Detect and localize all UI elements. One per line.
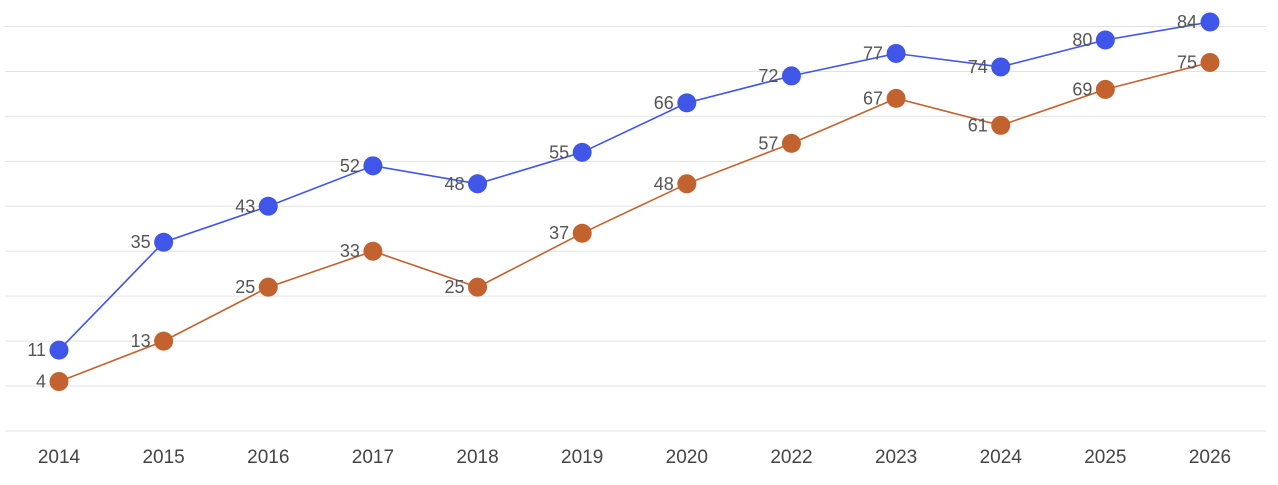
data-label: 69 [1072, 79, 1092, 99]
x-tick-label: 2024 [980, 447, 1023, 468]
x-tick-label: 2022 [770, 447, 812, 468]
data-point [154, 232, 174, 252]
data-point [258, 277, 278, 297]
data-label: 25 [445, 277, 465, 297]
data-label: 52 [340, 156, 360, 176]
data-label: 11 [27, 340, 46, 360]
data-point [363, 241, 383, 261]
x-tick-label: 2015 [142, 447, 184, 468]
grid-lines [5, 25, 1266, 432]
x-tick-label: 2020 [666, 447, 708, 468]
data-label: 74 [968, 57, 988, 77]
data-point [781, 66, 801, 86]
data-point [49, 372, 69, 392]
data-labels: 11 35 43 52 48 55 66 72 77 74 80 84 4 13 25 33 25 37 48 57 6… [27, 12, 1197, 392]
data-label: 48 [445, 174, 465, 194]
data-label: 4 [36, 372, 46, 392]
series-layer [49, 12, 1220, 392]
data-point [886, 43, 906, 63]
data-label: 75 [1177, 52, 1197, 72]
data-point [468, 174, 488, 194]
data-label: 72 [758, 66, 778, 86]
data-point [1095, 30, 1115, 50]
data-point [677, 174, 697, 194]
data-label: 61 [968, 115, 988, 135]
data-label: 37 [549, 223, 569, 243]
series-line [58, 21, 1211, 351]
data-point [363, 156, 383, 176]
data-point [1200, 12, 1220, 32]
x-tick-label: 2016 [247, 447, 289, 468]
data-label: 77 [863, 43, 883, 63]
data-label: 84 [1177, 12, 1197, 32]
data-point [781, 133, 801, 153]
data-point [572, 142, 592, 162]
data-point [468, 277, 488, 297]
data-point [677, 93, 697, 113]
x-tick-label: 2018 [456, 447, 498, 468]
data-point [991, 115, 1011, 135]
x-axis-ticks: 2014 2015 2016 2017 2018 2019 2020 2022 2023 2024… [38, 447, 1231, 468]
x-tick-label: 2025 [1084, 447, 1126, 468]
data-label: 33 [340, 241, 360, 261]
data-label: 66 [654, 93, 674, 113]
data-label: 80 [1072, 30, 1092, 50]
x-tick-label: 2023 [875, 447, 917, 468]
data-point [991, 57, 1011, 77]
x-tick-label: 2017 [352, 447, 394, 468]
x-tick-label: 2014 [38, 447, 81, 468]
data-label: 48 [654, 174, 674, 194]
data-point [886, 88, 906, 108]
data-point [572, 223, 592, 243]
x-tick-label: 2026 [1189, 447, 1231, 468]
data-point [49, 340, 69, 360]
data-label: 55 [549, 142, 569, 162]
data-label: 35 [131, 232, 151, 252]
data-label: 67 [863, 88, 883, 108]
data-label: 57 [758, 133, 778, 153]
data-point [258, 196, 278, 216]
data-label: 43 [235, 196, 255, 216]
data-label: 25 [235, 277, 255, 297]
data-point [1200, 52, 1220, 72]
data-label: 13 [131, 331, 151, 351]
data-point [1095, 79, 1115, 99]
data-point [154, 331, 174, 351]
series-line [58, 61, 1211, 383]
x-tick-label: 2019 [561, 447, 603, 468]
